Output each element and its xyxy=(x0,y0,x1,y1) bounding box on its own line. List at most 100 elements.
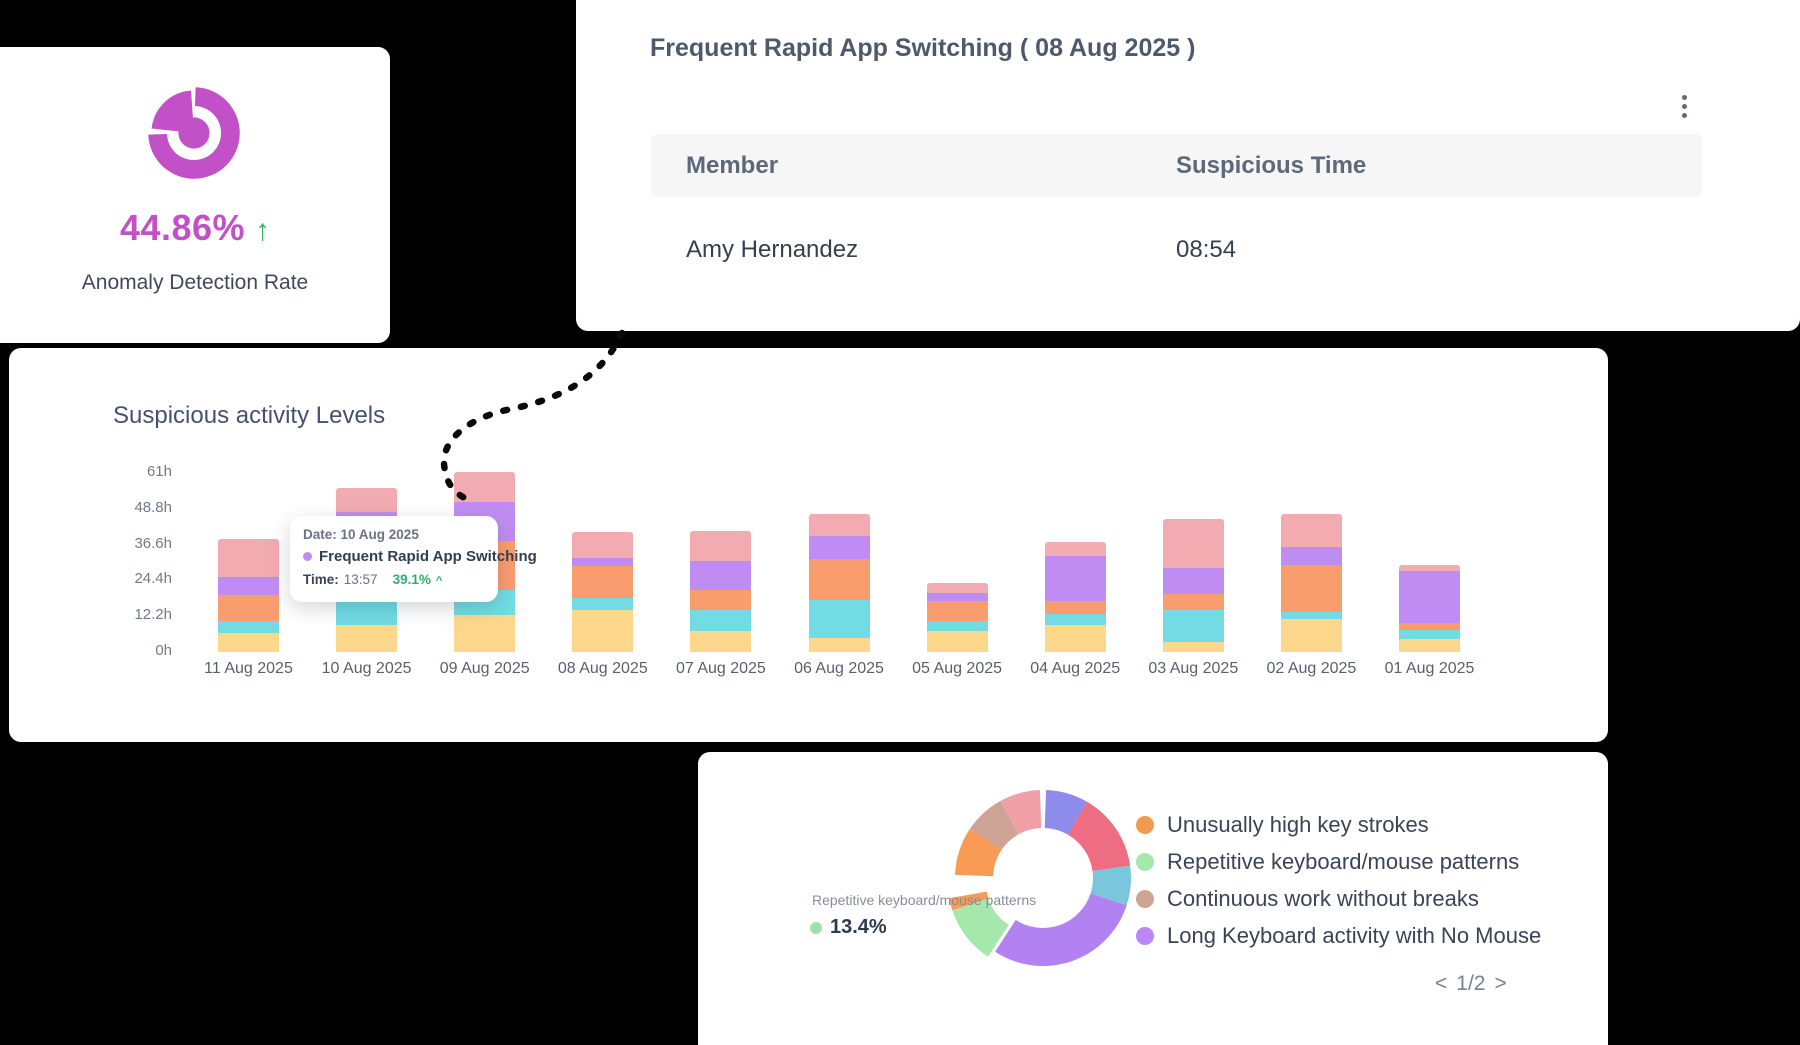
bar-segment-series-orange xyxy=(572,565,634,599)
bar-segment-series-pink xyxy=(808,514,870,536)
bar-segment-series-orange xyxy=(1280,565,1342,613)
donut-slice[interactable] xyxy=(1000,790,1042,835)
x-axis-label: 10 Aug 2025 xyxy=(321,660,412,677)
legend-item-repetitive-patterns[interactable]: Repetitive keyboard/mouse patterns xyxy=(1136,849,1519,875)
bar-segment-frequent-rapid-app-switching xyxy=(1162,567,1224,595)
bar-segment-series-cyan xyxy=(572,598,634,610)
column-header-member: Member xyxy=(686,152,779,179)
bar-segment-series-cyan xyxy=(926,621,988,631)
legend-dot-icon xyxy=(1136,816,1154,834)
x-axis-label: 08 Aug 2025 xyxy=(557,660,648,677)
donut-slice[interactable] xyxy=(1044,790,1087,835)
anomaly-rate-value-row: 44.86% ↑ xyxy=(0,207,390,249)
donut-chart-icon xyxy=(148,87,240,179)
next-page-icon[interactable]: > xyxy=(1494,972,1507,995)
selected-slice-label: Repetitive keyboard/mouse patterns xyxy=(812,892,1037,908)
tooltip-percent: 39.1% xyxy=(392,572,431,587)
app-switching-title: Frequent Rapid App Switching ( 08 Aug 20… xyxy=(650,34,1196,62)
y-axis-tick: 36.6h xyxy=(134,534,172,552)
slice-dot-icon xyxy=(810,921,822,934)
bar-segment-series-orange xyxy=(218,594,279,621)
bar-04-aug-2025[interactable] xyxy=(1044,542,1106,652)
bar-segment-series-cyan xyxy=(218,620,279,633)
bar-01-aug-2025[interactable] xyxy=(1399,565,1460,652)
bar-segment-series-cyan xyxy=(1399,630,1460,640)
donut-slice[interactable] xyxy=(955,828,1002,877)
y-axis-tick: 12.2h xyxy=(134,606,172,624)
activity-levels-title: Suspicious activity Levels xyxy=(113,402,386,429)
x-axis-label: 03 Aug 2025 xyxy=(1148,660,1239,677)
bar-06-aug-2025[interactable] xyxy=(808,514,870,652)
column-header-suspicious-time: Suspicious Time xyxy=(1176,152,1367,179)
bar-segment-frequent-rapid-app-switching xyxy=(218,576,279,595)
breakdown-donut-chart[interactable] xyxy=(943,778,1143,978)
bar-segment-series-orange xyxy=(808,558,870,600)
legend-item-continuous-work[interactable]: Continuous work without breaks xyxy=(1136,886,1479,912)
bar-segment-frequent-rapid-app-switching xyxy=(1044,556,1106,602)
tooltip-series-name: Frequent Rapid App Switching xyxy=(319,548,537,565)
activity-levels-panel: Suspicious activity Levels 61h 48.8h 36.6h… xyxy=(9,348,1608,742)
selected-slice-value: 13.4% xyxy=(830,916,887,938)
y-axis-tick: 0h xyxy=(155,642,172,659)
bar-02-aug-2025[interactable] xyxy=(1280,513,1342,652)
bar-segment-series-cyan xyxy=(808,599,870,639)
legend-dot-icon xyxy=(1136,927,1154,945)
bar-segment-series-cyan xyxy=(1044,614,1106,626)
table-row[interactable]: Amy Hernandez 08:54 xyxy=(651,228,1702,278)
bar-segment-series-pink xyxy=(218,539,279,577)
legend-item-high-key-strokes[interactable]: Unusually high key strokes xyxy=(1136,812,1429,838)
bar-11-aug-2025[interactable] xyxy=(218,539,279,652)
bar-07-aug-2025[interactable] xyxy=(690,530,752,652)
donut-slice[interactable] xyxy=(1068,801,1131,872)
pagination: < 1/2 > xyxy=(1433,972,1509,996)
breakdown-panel: Repetitive keyboard/mouse patterns 13.4%… xyxy=(698,752,1608,1045)
bar-segment-series-yellow xyxy=(926,630,988,652)
bar-segment-series-yellow xyxy=(1044,625,1106,652)
bar-segment-frequent-rapid-app-switching xyxy=(926,592,988,601)
tooltip-series-row: Frequent Rapid App Switching xyxy=(303,548,537,565)
bar-segment-series-cyan xyxy=(336,598,398,626)
x-axis-label: 05 Aug 2025 xyxy=(912,660,1003,677)
bar-segment-series-cyan xyxy=(690,609,752,631)
bar-08-aug-2025[interactable] xyxy=(572,531,634,652)
caret-up-icon: ^ xyxy=(435,575,443,587)
bar-segment-series-orange xyxy=(690,590,752,610)
donut-slice[interactable] xyxy=(1090,865,1131,906)
kebab-menu-icon[interactable] xyxy=(1666,86,1702,126)
member-cell: Amy Hernandez xyxy=(686,236,859,263)
bar-segment-series-orange xyxy=(926,600,988,622)
bar-segment-frequent-rapid-app-switching xyxy=(808,535,870,559)
bar-segment-series-pink xyxy=(926,582,988,593)
bar-segment-frequent-rapid-app-switching xyxy=(690,561,752,591)
tooltip-date: Date: 10 Aug 2025 xyxy=(303,527,419,542)
prev-page-icon[interactable]: < xyxy=(1435,972,1448,995)
legend-dot-icon xyxy=(1136,890,1154,908)
bar-segment-series-pink xyxy=(336,487,398,512)
bar-segment-series-yellow xyxy=(454,615,516,652)
donut-slice[interactable] xyxy=(952,898,1009,957)
bar-segment-frequent-rapid-app-switching xyxy=(572,558,634,566)
y-axis-tick: 24.4h xyxy=(134,570,172,588)
donut-slice[interactable] xyxy=(949,891,989,911)
bar-segment-series-yellow xyxy=(1399,639,1460,652)
chart-tooltip: Date: 10 Aug 2025 Frequent Rapid App Swi… xyxy=(290,516,537,602)
donut-slice[interactable] xyxy=(970,801,1019,851)
legend-item-long-keyboard[interactable]: Long Keyboard activity with No Mouse xyxy=(1136,923,1541,949)
bar-03-aug-2025[interactable] xyxy=(1162,519,1224,652)
donut-slice[interactable] xyxy=(995,893,1127,966)
bar-segment-series-orange xyxy=(1399,622,1460,631)
app-switching-panel: Frequent Rapid App Switching ( 08 Aug 20… xyxy=(576,0,1800,331)
legend-dot-icon xyxy=(1136,853,1154,871)
bar-segment-series-cyan xyxy=(1280,612,1342,620)
series-dot-icon xyxy=(303,552,312,561)
bar-segment-series-yellow xyxy=(690,630,752,652)
x-axis-label: 09 Aug 2025 xyxy=(439,660,530,677)
bar-05-aug-2025[interactable] xyxy=(926,582,988,653)
anomaly-rate-label: Anomaly Detection Rate xyxy=(81,271,309,294)
suspicious-time-cell: 08:54 xyxy=(1176,236,1237,263)
y-axis-tick: 48.8h xyxy=(134,498,172,516)
bar-segment-series-pink xyxy=(1044,542,1106,557)
bar-plot: 11 Aug 2025 10 Aug 2025 09 Aug 2025 08 Aug … xyxy=(9,348,1608,742)
bar-segment-series-pink xyxy=(1399,565,1460,571)
anomaly-rate-value: 44.86% xyxy=(119,207,246,248)
